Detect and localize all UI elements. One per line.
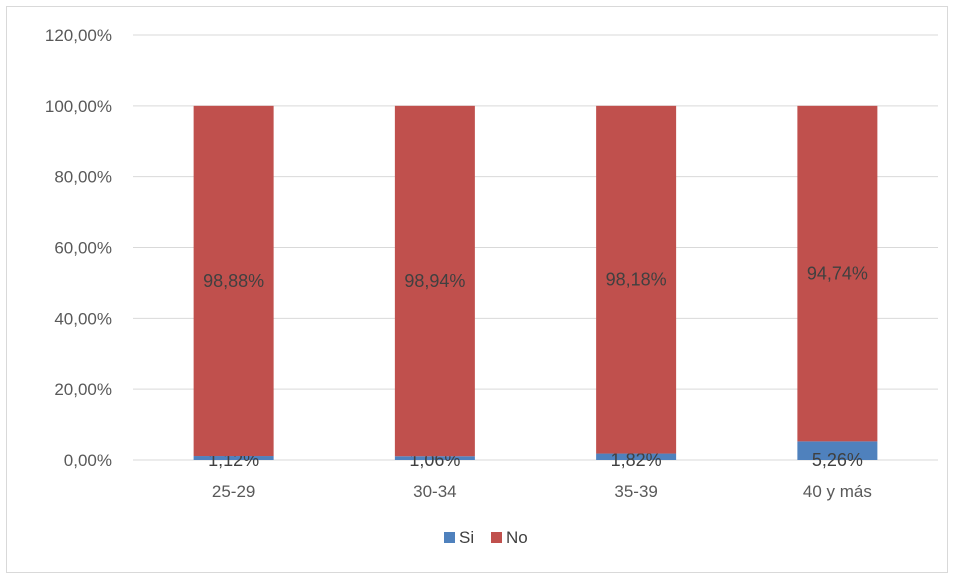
data-label: 5,26% xyxy=(812,450,863,470)
y-tick-label: 0,00% xyxy=(64,451,112,470)
data-label: 1,82% xyxy=(611,450,662,470)
chart-frame xyxy=(6,6,948,573)
bar-no xyxy=(394,105,475,457)
x-tick-label: 25-29 xyxy=(212,482,255,501)
y-tick-label: 80,00% xyxy=(54,168,112,187)
bar-no xyxy=(193,105,274,457)
data-label: 98,18% xyxy=(606,270,667,290)
x-axis-ticks: 25-29 30-34 35-39 40 y más xyxy=(212,482,872,501)
data-label: 98,94% xyxy=(404,271,465,291)
bar-no xyxy=(596,105,677,454)
y-tick-label: 120,00% xyxy=(45,26,112,45)
x-tick-label: 35-39 xyxy=(614,482,657,501)
x-tick-label: 40 y más xyxy=(803,482,872,501)
bar-si xyxy=(394,456,475,460)
y-axis-ticks: 0,00% 20,00% 40,00% 60,00% 80,00% 100,00% 120,… xyxy=(45,26,112,470)
y-tick-label: 20,00% xyxy=(54,380,112,399)
y-tick-label: 100,00% xyxy=(45,97,112,116)
y-tick-label: 60,00% xyxy=(54,239,112,258)
legend-swatch xyxy=(444,532,455,543)
x-tick-label: 30-34 xyxy=(413,482,456,501)
legend-label: Si xyxy=(459,528,474,547)
bars: 1,12%98,88%1,06%98,94%1,82%98,18%5,26%94… xyxy=(193,105,878,470)
bar-si xyxy=(193,456,274,460)
bar-no xyxy=(797,105,878,442)
data-label: 94,74% xyxy=(807,264,868,284)
bar-si xyxy=(797,441,878,460)
legend: Si No xyxy=(444,528,528,547)
data-label: 98,88% xyxy=(203,271,264,291)
legend-swatch xyxy=(491,532,502,543)
legend-label: No xyxy=(506,528,528,547)
y-tick-label: 40,00% xyxy=(54,309,112,328)
bar-si xyxy=(596,453,677,460)
